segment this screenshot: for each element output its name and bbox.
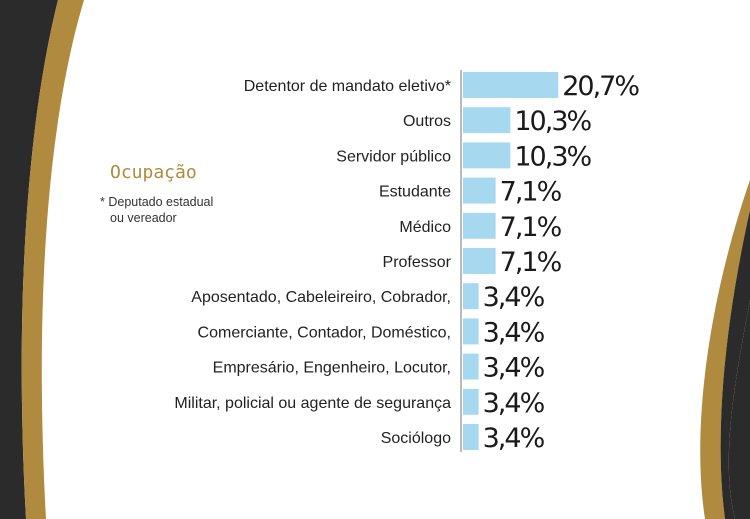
category-label: Comerciante, Contador, Doméstico, xyxy=(198,324,451,341)
footnote-line-2: ou vereador xyxy=(110,211,177,225)
category-label: Militar, policial ou agente de segurança xyxy=(174,395,451,412)
bars xyxy=(463,72,559,450)
category-label: Médico xyxy=(399,219,451,236)
value-label: 3,4% xyxy=(483,388,545,419)
category-label: Estudante xyxy=(379,184,451,201)
bar xyxy=(463,283,479,310)
right-dark-swoosh xyxy=(728,300,750,519)
value-label: 20,7% xyxy=(562,71,639,102)
right-dark-inner-swoosh xyxy=(720,210,750,519)
right-gold-swoosh xyxy=(700,180,750,519)
category-label: Outros xyxy=(403,113,451,130)
left-gold-swoosh xyxy=(21,0,84,519)
category-label: Detentor de mandato eletivo* xyxy=(244,78,451,95)
category-label: Servidor público xyxy=(336,148,451,165)
value-label: 7,1% xyxy=(500,177,562,208)
footnote: * Deputado estadual ou vereador xyxy=(100,194,270,226)
bar xyxy=(463,318,479,345)
bar xyxy=(463,177,496,204)
left-dark-swoosh xyxy=(0,0,58,519)
footnote-line-1: * Deputado estadual xyxy=(100,195,214,209)
legend-title: Ocupação xyxy=(110,162,197,183)
category-labels: Detentor de mandato eletivo* Outros Servid… xyxy=(174,78,451,447)
bar xyxy=(463,248,496,274)
value-label: 10,3% xyxy=(514,106,591,137)
value-labels: 20,7% 10,3% 10,3% 7,1% 7,1% 7,1% 3,4% 3,4% 3,4% 3… xyxy=(483,71,642,454)
category-label: Empresário, Engenheiro, Locutor, xyxy=(213,360,451,377)
bar xyxy=(463,107,511,134)
value-label: 7,1% xyxy=(500,247,562,278)
category-label: Aposentado, Cabeleireiro, Cobrador, xyxy=(191,289,451,306)
value-label: 10,3% xyxy=(514,141,591,172)
value-label: 7,1% xyxy=(500,212,562,243)
bar xyxy=(463,72,559,98)
value-label: 3,4% xyxy=(483,423,545,454)
value-label: 3,4% xyxy=(483,282,545,313)
bar xyxy=(463,388,479,415)
category-label: Sociólogo xyxy=(381,430,451,447)
bar xyxy=(463,424,479,450)
category-label: Professor xyxy=(383,254,452,271)
bar xyxy=(463,142,511,169)
value-label: 3,4% xyxy=(483,353,545,384)
value-label: 3,4% xyxy=(483,317,545,348)
bar xyxy=(463,212,496,239)
bar xyxy=(463,353,479,380)
